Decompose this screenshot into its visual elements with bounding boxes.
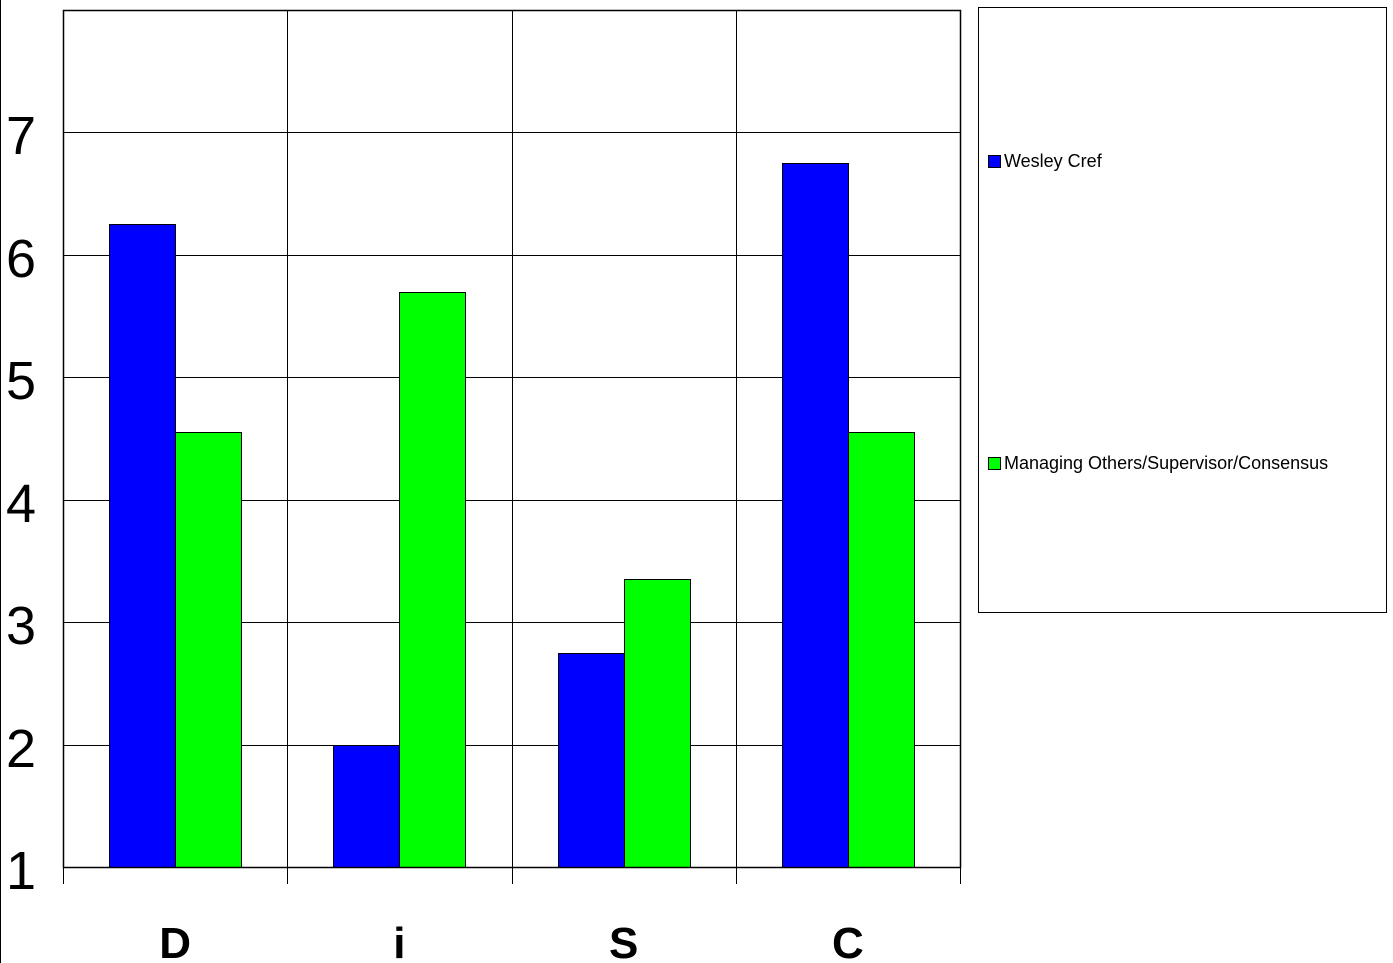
bar	[624, 579, 691, 868]
bar	[175, 432, 242, 868]
plot-frame	[62, 9, 962, 884]
x-tick-label: D	[159, 919, 191, 963]
x-tick-label: C	[832, 919, 864, 963]
y-tick-label: 2	[6, 719, 36, 779]
y-axis: 1 2 3 4 5 6 7	[6, 106, 36, 901]
y-tick-label: 4	[6, 474, 36, 534]
y-tick-label: 6	[6, 229, 36, 289]
legend-swatch-green	[988, 457, 1001, 470]
y-tick-label: 1	[6, 841, 36, 901]
x-tick-label: i	[393, 919, 405, 963]
y-tick-label: 7	[6, 106, 36, 166]
bar	[558, 653, 625, 868]
bars	[109, 163, 915, 868]
legend-item-wesley-cref: Wesley Cref	[988, 151, 1102, 172]
legend-label: Wesley Cref	[1004, 151, 1102, 171]
x-tick-label: S	[609, 919, 638, 963]
plot-border	[62, 9, 962, 869]
legend-swatch-blue	[988, 155, 1001, 168]
bar	[109, 224, 176, 868]
bar	[848, 432, 915, 868]
legend-item-managing-others: Managing Others/Supervisor/Consensus	[988, 453, 1328, 474]
legend: Wesley Cref Managing Others/Supervisor/C…	[978, 7, 1387, 613]
bar	[782, 163, 849, 868]
bar	[333, 745, 400, 868]
legend-label: Managing Others/Supervisor/Consensus	[1004, 453, 1329, 473]
y-tick-label: 3	[6, 596, 36, 656]
y-tick-label: 5	[6, 351, 36, 411]
bar	[399, 292, 466, 868]
